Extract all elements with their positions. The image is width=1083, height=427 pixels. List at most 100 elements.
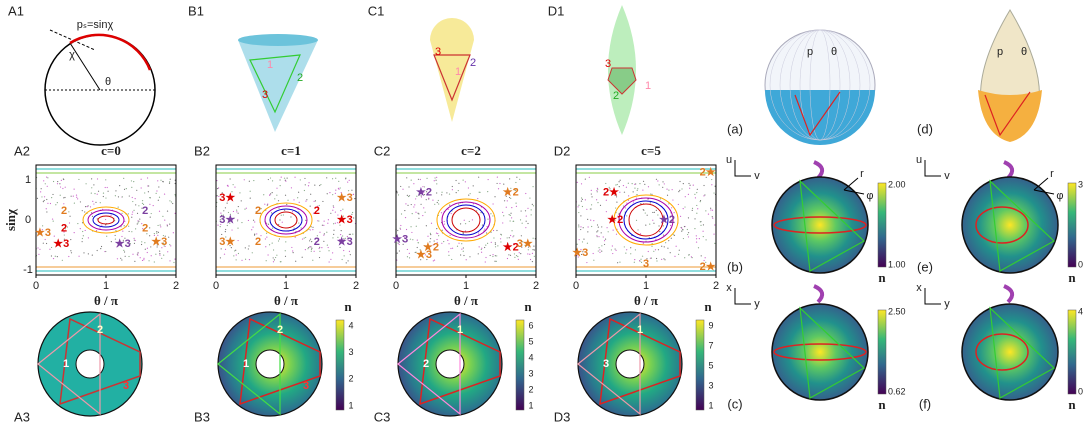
dot [335,223,336,224]
colorbar-title: n [524,299,532,314]
dot [653,251,654,252]
dot [598,250,599,251]
dot [319,185,320,186]
dot [132,201,133,202]
dot [511,230,512,231]
dot [157,180,158,181]
dot [626,215,627,216]
dot [492,256,493,257]
dot [134,239,135,240]
dot [326,232,327,233]
dot [401,213,402,214]
colorbar-tick: 2.00 [888,179,906,189]
dot [70,250,71,251]
dot [103,192,104,193]
dot [141,241,142,242]
dot [426,225,427,226]
dot [512,236,513,237]
dot [274,198,275,199]
dot [643,181,644,182]
dot [156,190,157,191]
dot [497,245,498,246]
dot [688,236,689,237]
dot [683,238,684,239]
dot [479,192,480,193]
dot [504,200,505,201]
dot [167,225,168,226]
dot [47,186,48,187]
dot [44,196,45,197]
dot [332,252,333,253]
dot [714,224,715,225]
orbit-label: 1 [243,358,249,370]
dot [693,185,694,186]
dot [597,230,598,231]
dot [37,198,38,199]
dot [495,242,496,243]
dot [305,237,306,238]
dot [397,253,398,254]
dot [680,216,681,217]
dot [696,192,697,193]
orbit-label: 3 [262,89,268,101]
orbit-label: 1 [637,324,643,336]
orbit-label: 1 [267,59,273,71]
dot [492,203,493,204]
dot [68,256,69,257]
dot [615,207,616,208]
dot [447,240,448,241]
dot [315,200,316,201]
dot [124,189,125,190]
dot [652,220,653,221]
dot [267,205,268,206]
dot [62,188,63,189]
panel-label: C2 [374,143,391,158]
dot [637,188,638,189]
dot [582,206,583,207]
dot [241,200,242,201]
dot [532,253,533,254]
dot [434,180,435,181]
dot [92,216,93,217]
dot [124,251,125,252]
dot [608,231,609,232]
dot [703,185,704,186]
x-tick-label: 2 [713,280,719,292]
dot [441,194,442,195]
dot [290,216,291,217]
dot [335,178,336,179]
dot [250,198,251,199]
dot [533,246,534,247]
dot [580,229,581,230]
dot [655,239,656,240]
axis-name: r [1050,168,1054,180]
dot [298,222,299,223]
orbit-label: ★2 [607,214,623,226]
dot [145,249,146,250]
dot [700,221,701,222]
dot [285,195,286,196]
dot [138,205,139,206]
dot [135,198,136,199]
dot [461,243,462,244]
axis-name: x [726,282,732,294]
dot [616,202,617,203]
dot [460,223,461,224]
dot [432,200,433,201]
dot [438,200,439,201]
dot [70,239,71,240]
dot [478,177,479,178]
dot [278,240,279,241]
dot [596,235,597,236]
dot [319,232,320,233]
dot [341,230,342,231]
dot [634,262,635,263]
orbit-label: 2 [142,205,148,217]
dot [598,227,599,228]
dot [50,203,51,204]
orbit-label: 2 [297,72,303,84]
dot [83,252,84,253]
dot [430,238,431,239]
dot [173,232,174,233]
dot [579,239,580,240]
